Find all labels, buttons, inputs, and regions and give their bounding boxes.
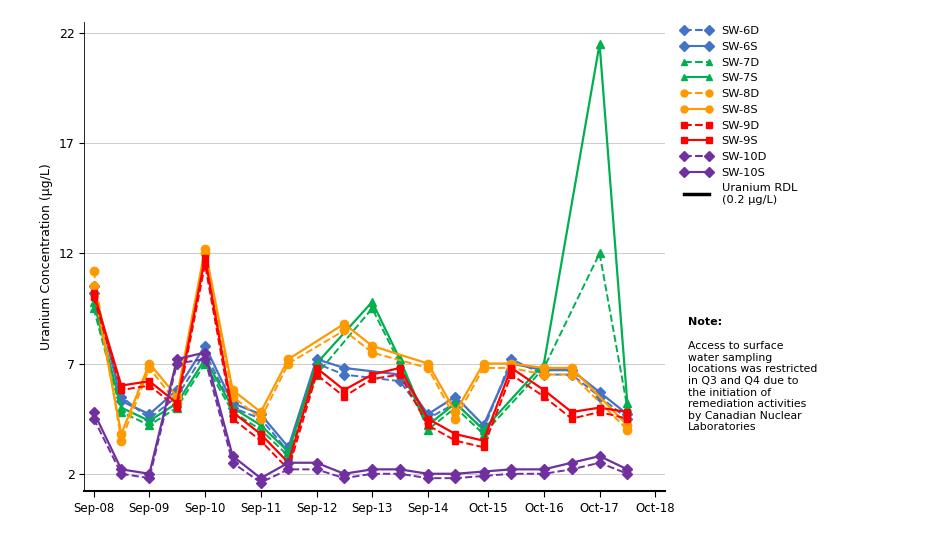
Legend: SW-6D, SW-6S, SW-7D, SW-7S, SW-8D, SW-8S, SW-9D, SW-9S, SW-10D, SW-10S, Uranium : SW-6D, SW-6S, SW-7D, SW-7S, SW-8D, SW-8S… [676,22,801,210]
Y-axis label: Uranium Concentration (μg/L): Uranium Concentration (μg/L) [40,163,53,350]
Text: Note:: Note: [688,317,722,327]
Text: Access to surface
water sampling
locations was restricted
in Q3 and Q4 due to
th: Access to surface water sampling locatio… [688,341,817,432]
